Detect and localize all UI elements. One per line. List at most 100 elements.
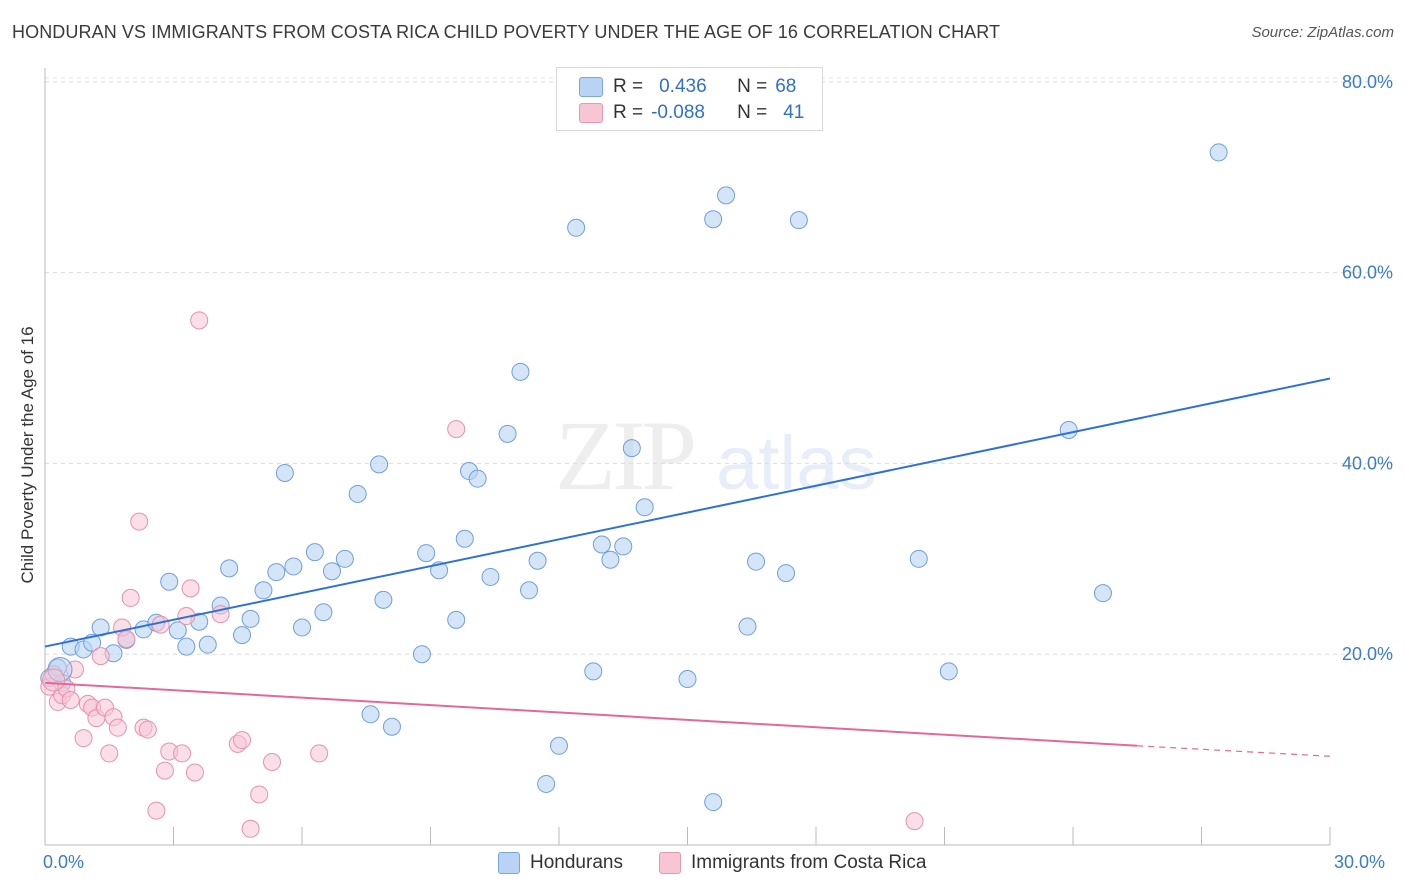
costa-rica-point	[250, 785, 269, 804]
honduran-point	[322, 562, 341, 581]
honduran-point	[374, 590, 393, 609]
honduran-point	[909, 549, 928, 568]
costa-rica-point	[310, 744, 329, 763]
y-tick-label: 20.0%	[1342, 644, 1393, 664]
costa-rica-point	[121, 588, 140, 607]
costa-rica-point	[173, 744, 192, 763]
honduran-point	[417, 544, 436, 563]
legend-item-hondurans: Hondurans	[498, 852, 623, 874]
honduran-point	[233, 626, 252, 645]
costa-rica-point	[447, 420, 466, 439]
legend-swatch-blue	[579, 77, 603, 97]
honduran-point	[614, 537, 633, 556]
costa-rica-point	[263, 753, 282, 772]
honduran-point	[335, 549, 354, 568]
honduran-point	[592, 535, 611, 554]
costa-rica-point	[233, 731, 252, 750]
honduran-point	[361, 705, 380, 724]
honduran-point	[939, 662, 958, 681]
honduran-point	[567, 218, 586, 237]
honduran-point	[447, 610, 466, 629]
honduran-point	[704, 793, 723, 812]
honduran-point	[1209, 143, 1228, 162]
legend-r-value: 0.436	[659, 76, 707, 97]
costa-rica-point	[147, 801, 166, 820]
costa-rica-point	[138, 720, 157, 739]
honduran-point	[717, 186, 736, 205]
trend-lines	[44, 377, 1331, 757]
honduran-point	[284, 557, 303, 576]
honduran-trend-line	[44, 377, 1331, 648]
honduran-point	[293, 618, 311, 637]
honduran-point	[601, 550, 620, 569]
costa-rica-point	[61, 690, 80, 709]
costa-rica-point	[241, 819, 260, 838]
x-tick-max: 30.0%	[1334, 852, 1386, 872]
honduran-point	[168, 621, 187, 640]
honduran-point-large	[47, 656, 73, 682]
costa-rica-point	[130, 512, 149, 531]
costa-rica-point-large	[42, 668, 66, 692]
honduran-point	[789, 211, 808, 230]
honduran-point	[777, 564, 796, 583]
costa-rica-point	[155, 761, 174, 780]
legend-label-costa-rica: Immigrants from Costa Rica	[691, 852, 927, 873]
legend-label-hondurans: Hondurans	[530, 852, 623, 873]
honduran-point	[267, 563, 286, 582]
costa-rica-point	[185, 763, 204, 782]
honduran-point	[348, 484, 367, 503]
legend-swatch-blue	[498, 852, 520, 874]
costa-rica-point	[108, 718, 127, 737]
honduran-point	[455, 529, 474, 548]
honduran-point	[537, 774, 556, 793]
honduran-point	[305, 543, 324, 562]
stats-legend: R = 0.436 N = 68 R = -0.088 N = 41	[556, 67, 823, 131]
honduran-point	[520, 581, 539, 600]
honduran-point	[622, 439, 641, 458]
honduran-point	[160, 572, 179, 591]
data-points	[40, 143, 1228, 838]
honduran-point	[177, 637, 196, 656]
y-tick-label: 40.0%	[1342, 453, 1393, 473]
honduran-point	[198, 635, 217, 654]
honduran-point	[275, 463, 294, 482]
y-tick-label: 60.0%	[1342, 263, 1393, 283]
honduran-point	[635, 498, 654, 517]
legend-row-costa-rica: R = -0.088 N = 41	[579, 100, 804, 126]
legend-swatch-pink	[579, 103, 603, 123]
grid-lines	[45, 77, 1392, 655]
legend-n-label: N =	[737, 102, 768, 123]
honduran-point	[254, 581, 273, 600]
honduran-point	[412, 645, 431, 664]
costa-rica-point	[181, 579, 200, 598]
x-tick-min: 0.0%	[43, 852, 85, 872]
honduran-point	[498, 424, 517, 443]
legend-swatch-pink	[659, 852, 681, 874]
legend-n-label: N =	[737, 76, 768, 97]
honduran-point	[747, 552, 766, 571]
chart-title: HONDURAN VS IMMIGRANTS FROM COSTA RICA C…	[12, 22, 1001, 42]
watermark-zip: ZIP	[555, 400, 697, 511]
honduran-point	[1059, 421, 1078, 440]
honduran-point	[704, 210, 723, 229]
honduran-point	[528, 551, 547, 570]
honduran-point	[550, 736, 568, 755]
costa-rica-point	[91, 647, 110, 666]
honduran-point	[1093, 584, 1112, 603]
honduran-point	[678, 670, 697, 689]
legend-item-costa-rica: Immigrants from Costa Rica	[659, 852, 926, 874]
honduran-point	[370, 455, 389, 474]
honduran-point	[220, 559, 239, 578]
legend-n-value: 68	[775, 76, 797, 97]
honduran-point	[584, 662, 603, 681]
legend-n-value: 41	[783, 102, 805, 123]
legend-r-label: R =	[613, 76, 644, 97]
source-credit: Source: ZipAtlas.com	[1251, 24, 1394, 41]
costa-rica-trend-line	[44, 681, 1138, 747]
honduran-point	[481, 567, 500, 586]
honduran-point	[91, 618, 110, 637]
y-tick-labels: 20.0% 40.0% 60.0% 80.0%	[1342, 72, 1393, 664]
honduran-point	[382, 717, 401, 736]
costa-rica-point	[100, 744, 119, 763]
costa-rica-trend-extension	[1137, 745, 1331, 757]
